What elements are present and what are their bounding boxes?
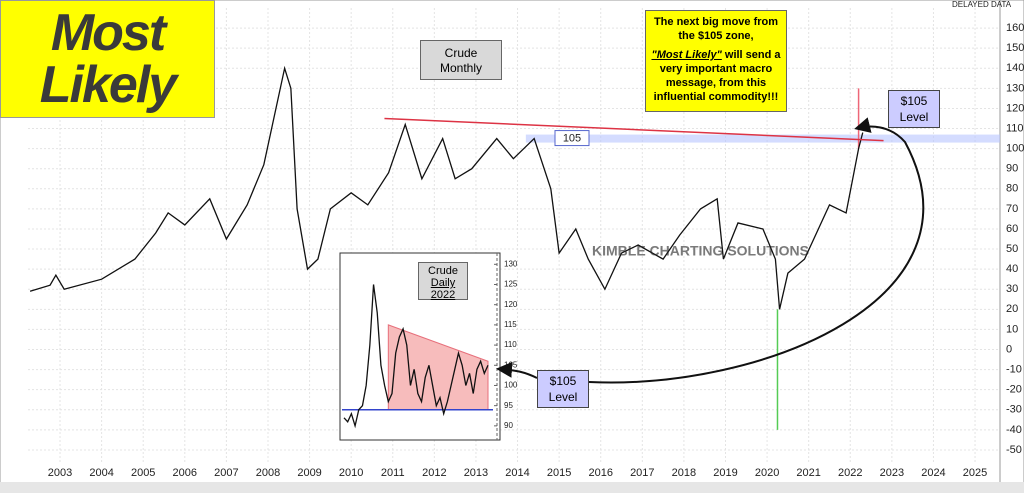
y-tick-label: 110 <box>1006 122 1024 134</box>
level-label: 105 <box>563 132 581 144</box>
level-box-text: $105 <box>549 374 577 388</box>
x-tick-label: 2008 <box>256 467 280 479</box>
y-tick-label: 0 <box>1006 343 1012 355</box>
x-tick-label: 2014 <box>505 467 529 479</box>
y-tick-label: -10 <box>1006 363 1022 375</box>
resistance-line <box>384 117 884 142</box>
inset-subtitle: Daily <box>430 277 456 289</box>
x-tick-label: 2011 <box>381 467 405 479</box>
x-tick-label: 2009 <box>297 467 321 479</box>
inset-y-tick-label: 110 <box>504 340 517 349</box>
y-tick-label: 20 <box>1006 303 1018 315</box>
y-tick-label: -50 <box>1006 444 1022 456</box>
scrollbar <box>0 482 1024 493</box>
inset-y-tick-label: 130 <box>504 259 518 268</box>
y-tick-label: 160 <box>1006 22 1024 34</box>
x-tick-label: 2017 <box>630 467 654 479</box>
level-box-text: Level <box>548 390 578 404</box>
price-line <box>343 284 489 429</box>
x-tick-label: 2018 <box>672 467 696 479</box>
inset-y-tick-label: 90 <box>504 421 513 430</box>
y-tick-label: 10 <box>1006 323 1018 335</box>
inset-title: Crude <box>428 265 458 277</box>
logo-line: Likely <box>39 56 177 114</box>
level-tag <box>554 130 590 147</box>
y-tick-label: 120 <box>1006 102 1024 114</box>
inset-y-tick-label: 100 <box>504 381 518 390</box>
delayed-label: DELAYED DATA <box>952 0 1012 9</box>
x-tick-label: 2013 <box>464 467 488 479</box>
x-tick-label: 2021 <box>796 467 820 479</box>
logo-line: Most <box>50 4 166 62</box>
y-tick-label: 150 <box>1006 42 1024 54</box>
y-tick-label: -40 <box>1006 424 1022 436</box>
x-tick-label: 2012 <box>422 467 446 479</box>
x-tick-label: 2006 <box>173 467 197 479</box>
inset-y-tick-label: 120 <box>504 300 518 309</box>
logo: Most Likely <box>0 0 215 118</box>
arrow <box>588 117 925 384</box>
y-tick-label: -20 <box>1006 384 1022 396</box>
y-tick-label: 90 <box>1006 163 1018 175</box>
y-tick-label: 140 <box>1006 62 1024 74</box>
x-tick-label: 2022 <box>838 467 862 479</box>
inset-year: 2022 <box>430 289 456 301</box>
callout-text: The next big move from the $105 zone, <box>653 16 779 42</box>
x-tick-label: 2005 <box>131 467 155 479</box>
x-tick-label: 2003 <box>48 467 72 479</box>
level-box: $105 Level <box>888 90 940 128</box>
y-tick-label: -30 <box>1006 404 1022 416</box>
x-tick-label: 2010 <box>339 467 363 479</box>
level-box-text: $105 <box>900 94 928 108</box>
x-tick-label: 2004 <box>89 467 113 479</box>
y-tick-label: 30 <box>1006 283 1018 295</box>
inset-title: Crude Daily 2022 <box>418 262 468 301</box>
y-tick-label: 80 <box>1006 183 1018 195</box>
inset-y-tick-label: 95 <box>504 401 513 410</box>
y-tick-label: 70 <box>1006 203 1018 215</box>
inset-y-tick-label: 115 <box>504 320 517 329</box>
x-tick-label: 2020 <box>755 467 779 479</box>
level-box-text: Level <box>899 110 929 124</box>
inset-y-tick-label: 125 <box>504 280 518 289</box>
x-tick-label: 2016 <box>588 467 612 479</box>
price-line <box>29 65 864 310</box>
y-tick-label: 40 <box>1006 263 1018 275</box>
y-tick-label: 50 <box>1006 243 1018 255</box>
x-tick-label: 2024 <box>921 467 945 479</box>
arrow <box>496 361 538 379</box>
y-tick-label: 100 <box>1006 143 1024 155</box>
watermark: KIMBLE CHARTING SOLUTIONS <box>592 243 809 259</box>
callout: The next big move from the $105 zone, "M… <box>645 10 787 112</box>
y-tick-label: 60 <box>1006 223 1018 235</box>
callout-emphasis: "Most Likely" <box>651 49 722 61</box>
inset-y-tick-label: 105 <box>504 360 518 369</box>
callout-text: will send a very important macro message… <box>653 49 781 103</box>
x-tick-label: 2007 <box>214 467 238 479</box>
level-box: $105 Level <box>537 370 589 408</box>
x-tick-label: 2019 <box>713 467 737 479</box>
x-tick-label: 2023 <box>880 467 904 479</box>
level-band <box>525 134 1000 143</box>
callout-text: "Most Likely" will send a very important… <box>649 48 783 104</box>
x-tick-label: 2015 <box>547 467 571 479</box>
x-tick-label: 2025 <box>963 467 987 479</box>
chart-title: Crude Monthly <box>420 40 502 80</box>
y-tick-label: 130 <box>1006 82 1024 94</box>
